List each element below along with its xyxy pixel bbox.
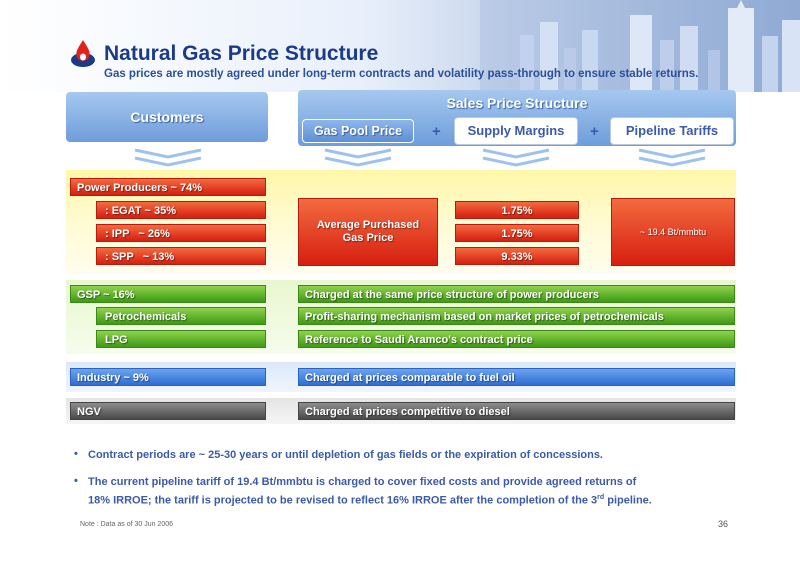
spp-bar: : SPP ~ 13% bbox=[96, 247, 266, 265]
pipeline-tariff-box: ~ 19.4 Bt/mmbtu bbox=[611, 198, 735, 266]
ngv-description-bar: Charged at prices competitive to diesel bbox=[298, 402, 735, 420]
supply-margin-ipp: 1.75% bbox=[455, 224, 579, 242]
list-item: • Contract periods are ~ 25-30 years or … bbox=[74, 448, 754, 463]
note-pipeline-tariff: The current pipeline tariff of 19.4 Bt/m… bbox=[88, 475, 652, 509]
pipeline-tariffs-label: Pipeline Tariffs bbox=[625, 123, 719, 138]
note-superscript: rd bbox=[597, 494, 605, 501]
customers-header: Customers bbox=[66, 92, 268, 142]
cityscape-image bbox=[480, 0, 800, 92]
petrochemicals-bar: Petrochemicals bbox=[96, 307, 266, 325]
page-number: 36 bbox=[718, 519, 729, 529]
bullet: • bbox=[74, 475, 78, 487]
gas-pool-price-box: Gas Pool Price bbox=[302, 119, 414, 143]
industry-description-bar: Charged at prices comparable to fuel oil bbox=[298, 368, 735, 386]
lpg-bar: LPG bbox=[96, 330, 266, 348]
supply-margins-label: Supply Margins bbox=[467, 123, 565, 138]
footer-note: Note : Data as of 30 Jun 2006 bbox=[80, 521, 174, 528]
header-banner: Natural Gas Price Structure Gas prices a… bbox=[0, 0, 800, 92]
average-purchased-gas-price-box: Average Purchased Gas Price bbox=[298, 198, 438, 266]
page-title: Natural Gas Price Structure bbox=[104, 42, 379, 65]
power-producers-bar: Power Producers ~ 74% bbox=[70, 178, 266, 196]
plus-sign-2: + bbox=[590, 123, 599, 140]
gsp-bar: GSP ~ 16% bbox=[70, 285, 266, 303]
chevron-down-icon bbox=[638, 148, 706, 167]
ngv-bar: NGV bbox=[70, 402, 266, 420]
notes-list: • Contract periods are ~ 25-30 years or … bbox=[74, 448, 754, 521]
note-contract-periods: Contract periods are ~ 25-30 years or un… bbox=[88, 449, 603, 461]
chevron-down-icon bbox=[134, 148, 202, 167]
pipeline-tariffs-box: Pipeline Tariffs bbox=[610, 117, 734, 145]
supply-margin-spp: 9.33% bbox=[455, 247, 579, 265]
page-subtitle: Gas prices are mostly agreed under long-… bbox=[104, 68, 699, 80]
bullet: • bbox=[74, 448, 78, 460]
note-pipeline-tariff-end: pipeline. bbox=[604, 494, 652, 507]
egat-bar: : EGAT ~ 35% bbox=[96, 201, 266, 219]
supply-margin-egat: 1.75% bbox=[455, 201, 579, 219]
plus-sign-1: + bbox=[432, 123, 441, 140]
chevron-down-icon bbox=[324, 148, 392, 167]
chevron-down-icon bbox=[482, 148, 550, 167]
sales-price-structure-label: Sales Price Structure bbox=[446, 95, 588, 111]
industry-bar: Industry ~ 9% bbox=[70, 368, 266, 386]
supply-margins-box: Supply Margins bbox=[454, 117, 578, 145]
customers-label: Customers bbox=[130, 109, 204, 125]
note-pipeline-tariff-line2: 18% IRROE; the tariff is projected to be… bbox=[88, 494, 598, 507]
ipp-bar: : IPP ~ 26% bbox=[96, 224, 266, 242]
ptt-logo-icon bbox=[71, 40, 95, 67]
petrochemicals-description-bar: Profit-sharing mechanism based on market… bbox=[298, 307, 735, 325]
gsp-description-bar: Charged at the same price structure of p… bbox=[298, 285, 735, 303]
list-item: • The current pipeline tariff of 19.4 Bt… bbox=[74, 475, 754, 509]
gas-pool-price-label: Gas Pool Price bbox=[313, 124, 403, 138]
lpg-description-bar: Reference to Saudi Aramco's contract pri… bbox=[298, 330, 735, 348]
note-pipeline-tariff-line1: The current pipeline tariff of 19.4 Bt/m… bbox=[88, 476, 637, 488]
